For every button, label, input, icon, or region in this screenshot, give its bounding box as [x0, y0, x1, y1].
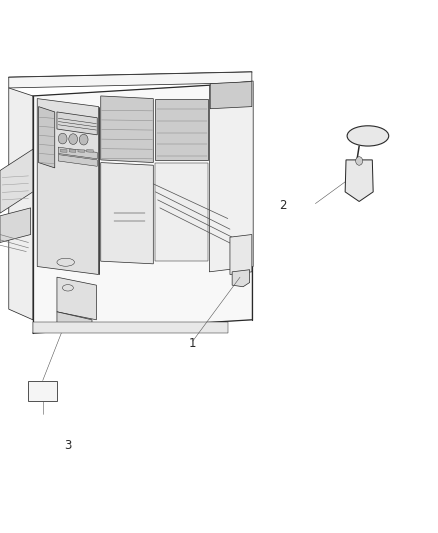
Polygon shape — [232, 270, 250, 287]
Polygon shape — [58, 147, 97, 159]
Text: 2: 2 — [279, 199, 287, 212]
Polygon shape — [57, 112, 97, 135]
Polygon shape — [33, 322, 228, 333]
Polygon shape — [101, 163, 153, 264]
Polygon shape — [210, 82, 252, 109]
Polygon shape — [155, 99, 208, 160]
Circle shape — [58, 133, 67, 144]
Polygon shape — [58, 155, 97, 166]
Polygon shape — [9, 88, 33, 320]
Circle shape — [356, 157, 363, 165]
Polygon shape — [57, 312, 92, 330]
Polygon shape — [60, 149, 67, 152]
Text: 1: 1 — [189, 337, 197, 350]
Polygon shape — [345, 160, 373, 201]
Polygon shape — [0, 149, 33, 213]
Polygon shape — [39, 107, 55, 168]
Polygon shape — [37, 99, 99, 274]
Polygon shape — [87, 149, 93, 152]
Polygon shape — [230, 235, 252, 274]
Ellipse shape — [347, 126, 389, 146]
Polygon shape — [0, 208, 31, 243]
Circle shape — [69, 134, 78, 144]
Polygon shape — [78, 149, 85, 152]
Polygon shape — [155, 163, 208, 261]
Polygon shape — [69, 149, 76, 152]
Polygon shape — [9, 72, 252, 88]
Polygon shape — [57, 277, 96, 320]
Polygon shape — [101, 96, 153, 163]
Circle shape — [79, 134, 88, 145]
Text: 3: 3 — [64, 439, 71, 451]
Polygon shape — [33, 83, 252, 333]
Bar — [28, 381, 57, 401]
Polygon shape — [209, 81, 253, 272]
